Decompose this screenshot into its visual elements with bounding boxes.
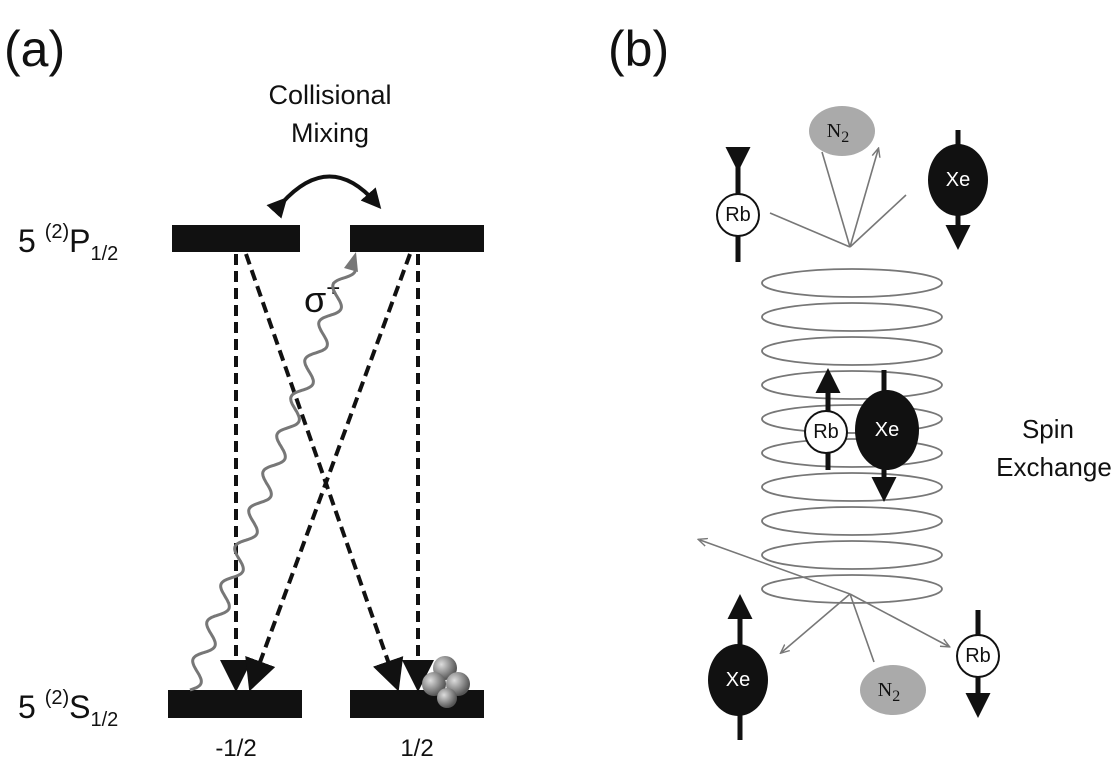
decay-arrow [244, 253, 404, 692]
text: P [69, 223, 90, 259]
trajectory [849, 194, 907, 248]
helix-coil [761, 404, 943, 434]
helix-coil [761, 438, 943, 468]
sublevel-label: -1/2 [215, 735, 256, 762]
helix-coil [761, 540, 943, 570]
panel-label: (a) [4, 21, 65, 77]
trajectory [769, 212, 851, 248]
photon-arrowhead [344, 252, 358, 272]
text: S [69, 689, 90, 725]
sublevel-label: 1/2 [400, 735, 433, 762]
trajectory [849, 593, 875, 663]
process-label: Spin [1022, 414, 1074, 444]
text: σ [304, 279, 326, 320]
atom-label: Rb [813, 421, 839, 443]
atom-label: Rb [965, 645, 991, 667]
helix-coil [761, 506, 943, 536]
helix-coil [761, 370, 943, 400]
text: 5 [18, 223, 45, 259]
molecule [809, 106, 875, 156]
molecule-label: N2 [878, 679, 900, 705]
level-label: 5 (2)P1/2 [18, 221, 118, 265]
helix-coil [761, 268, 943, 298]
panel-label: (b) [608, 21, 669, 77]
trajectory [700, 540, 851, 595]
atom-label: Rb [725, 204, 751, 226]
trajectory [821, 151, 851, 248]
text: (2) [45, 221, 69, 243]
trajectory [849, 593, 948, 646]
atom [708, 644, 768, 716]
helix-coil [761, 302, 943, 332]
mixing-arrow [266, 174, 382, 219]
atom [855, 390, 919, 470]
helix-coil [761, 472, 943, 502]
text: 5 [18, 689, 45, 725]
trajectory [849, 150, 878, 248]
molecule [860, 665, 926, 715]
atom [928, 144, 988, 216]
atom-label: Xe [875, 419, 899, 441]
text: 2 [841, 129, 849, 146]
text: 2 [892, 688, 900, 705]
collision-label: Collisional [268, 80, 391, 110]
text: (2) [45, 687, 69, 709]
helix-coil [761, 336, 943, 366]
text: N [827, 120, 841, 142]
atom-ball [437, 688, 457, 708]
level-bar [168, 690, 302, 718]
decay-arrow [245, 253, 412, 692]
text: 1/2 [90, 709, 118, 731]
text: 1/2 [90, 243, 118, 265]
text: N [878, 679, 892, 701]
atom [956, 634, 1000, 678]
level-bar [172, 225, 300, 252]
molecule-label: N2 [827, 120, 849, 146]
atom-label: Xe [946, 169, 970, 191]
trajectory [782, 593, 851, 652]
level-bar [350, 225, 484, 252]
helix [761, 268, 943, 604]
level-label: 5 (2)S1/2 [18, 687, 118, 731]
atom-ball [422, 672, 446, 696]
atom [804, 410, 848, 454]
atom-label: Xe [726, 669, 750, 691]
collision-label: Mixing [291, 118, 369, 148]
process-label: Exchange [996, 452, 1112, 482]
photon-wave [189, 262, 357, 692]
atom [716, 193, 760, 237]
helix-coil [761, 574, 943, 604]
